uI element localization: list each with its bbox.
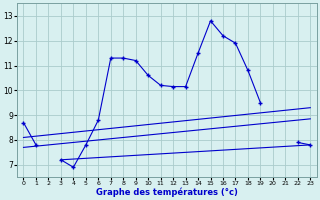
X-axis label: Graphe des températures (°c): Graphe des températures (°c) <box>96 187 238 197</box>
